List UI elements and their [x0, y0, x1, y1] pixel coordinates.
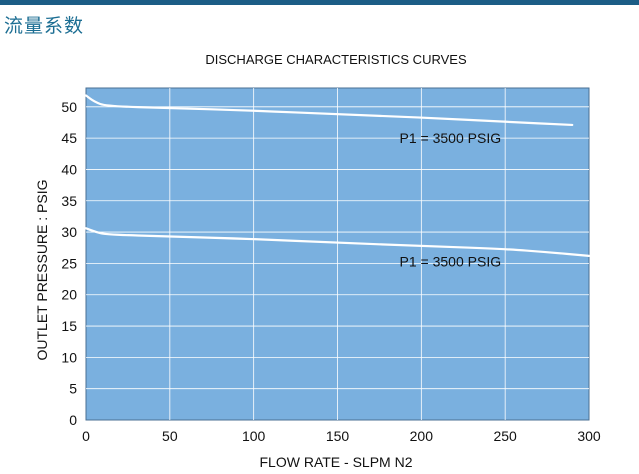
section-title: 流量系数 [4, 15, 85, 37]
curve-group [84, 94, 591, 257]
y-tick-label: 50 [61, 99, 77, 115]
y-tick-label: 15 [61, 318, 77, 334]
x-tick-label: 200 [410, 428, 434, 444]
y-tick-label: 25 [61, 255, 77, 271]
y-tick-label: 30 [61, 224, 77, 240]
x-tick-label: 300 [577, 428, 601, 444]
y-tick-label: 0 [69, 412, 77, 428]
top-accent-bar [0, 0, 639, 5]
y-axis-label: OUTLET PRESSURE : PSIG [34, 179, 50, 360]
x-tick-label: 250 [493, 428, 517, 444]
y-tick-label: 10 [61, 349, 77, 365]
curve-annotations: P1 = 3500 PSIG P1 = 3500 PSIG [400, 130, 502, 269]
y-tick-label: 40 [61, 161, 77, 177]
curve-annotation-1: P1 = 3500 PSIG [400, 130, 502, 146]
x-axis-label: FLOW RATE - SLPM N2 [260, 454, 413, 470]
chart-title: DISCHARGE CHARACTERISTICS CURVES [205, 52, 467, 67]
y-tick-label: 45 [61, 130, 77, 146]
x-tick-label: 50 [162, 428, 178, 444]
tick-labels: 0 50 100 150 200 250 300 0 5 10 15 20 25 30 35 40 45 50 [61, 99, 600, 444]
curve-line-1 [84, 94, 574, 127]
curve-annotation-2: P1 = 3500 PSIG [400, 254, 502, 270]
x-tick-label: 150 [326, 428, 350, 444]
curve-line-2 [84, 227, 591, 257]
y-tick-label: 20 [61, 287, 77, 303]
y-tick-label: 5 [69, 381, 77, 397]
grid-lines [86, 88, 589, 420]
x-tick-label: 0 [82, 428, 90, 444]
y-tick-label: 35 [61, 193, 77, 209]
x-tick-label: 100 [242, 428, 266, 444]
